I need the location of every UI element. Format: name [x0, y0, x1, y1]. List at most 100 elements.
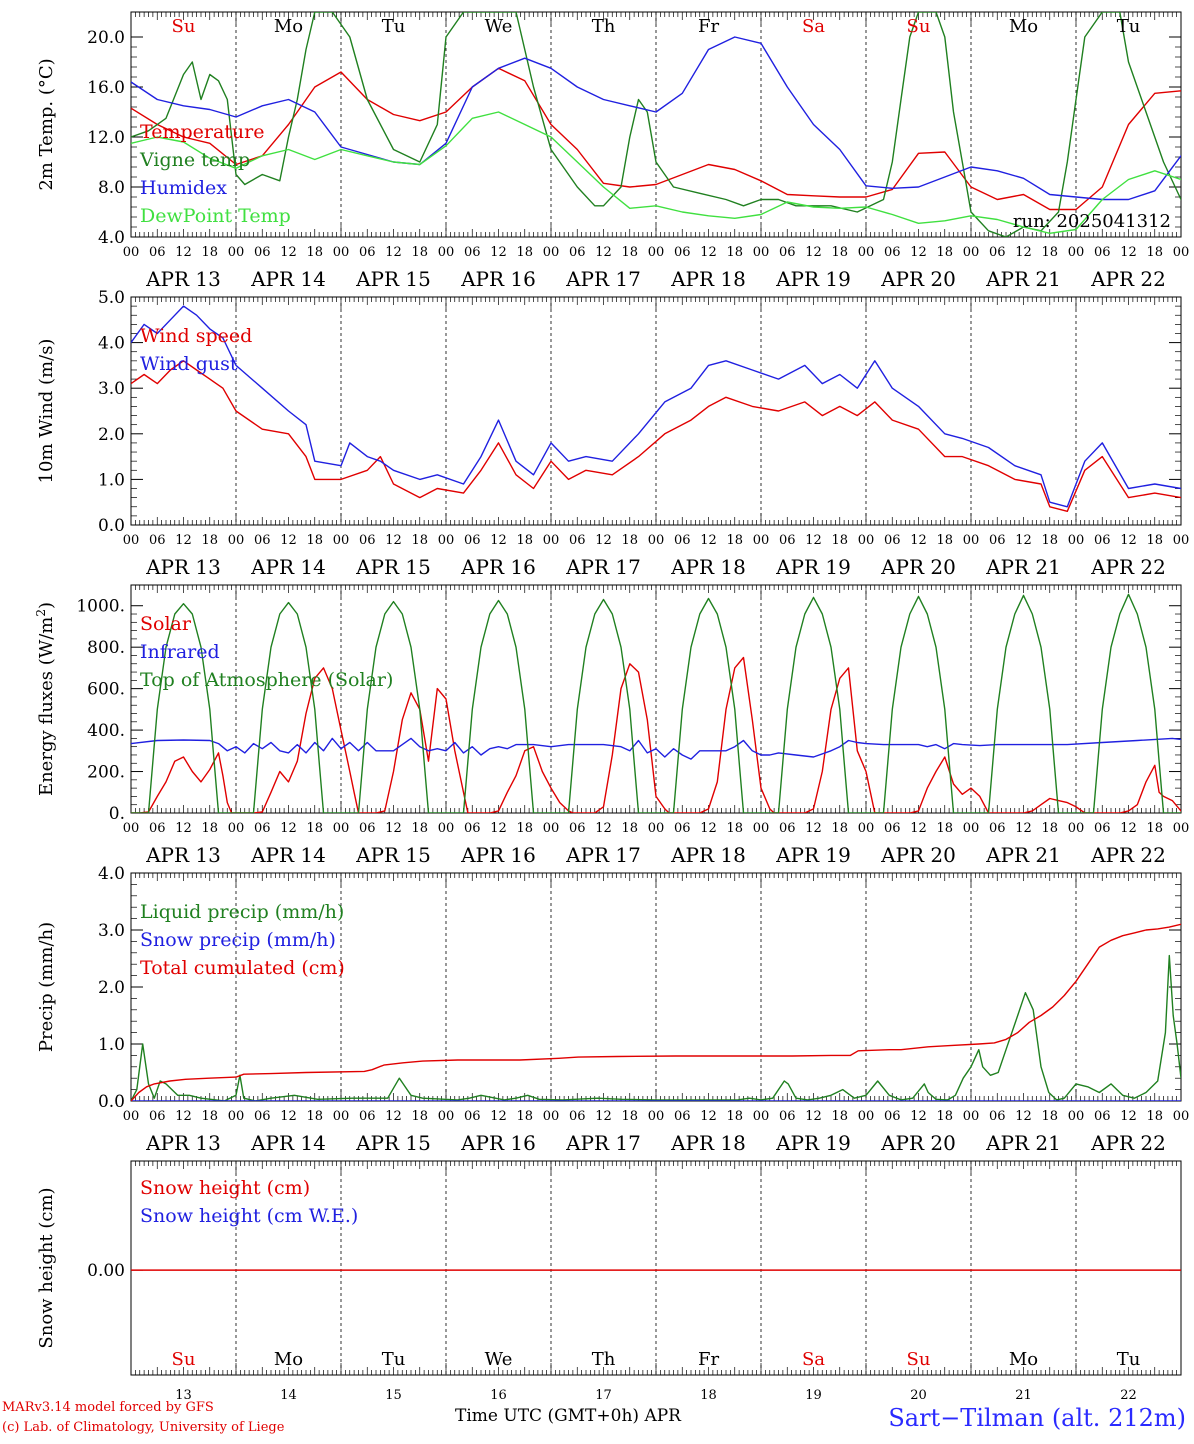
energy-hour-label: 00: [648, 821, 665, 836]
temp-hour-label: 18: [201, 245, 218, 260]
temp-hour-label: 18: [831, 245, 848, 260]
temp-hour-label: 18: [411, 245, 428, 260]
wind-hour-label: 12: [385, 533, 402, 548]
precip-hour-label: 06: [1094, 1109, 1111, 1124]
temp-hour-label: 06: [359, 245, 376, 260]
energy-hour-label: 00: [963, 821, 980, 836]
wind-hour-label: 06: [254, 533, 271, 548]
precip-hour-label: 18: [516, 1109, 533, 1124]
temp-hour-label: 18: [621, 245, 638, 260]
precip-hour-label: 00: [963, 1109, 980, 1124]
energy-y-tick-label: 600.: [87, 680, 125, 700]
energy-date-label: APR 17: [565, 843, 641, 867]
precip-hour-label: 18: [411, 1109, 428, 1124]
wind-hour-label: 00: [123, 533, 140, 548]
precip-hour-label: 06: [779, 1109, 796, 1124]
wind-y-tick-label: 0.0: [98, 516, 125, 536]
x-axis-title: Time UTC (GMT+0h) APR: [455, 1406, 681, 1426]
wind-hour-label: 06: [464, 533, 481, 548]
energy-hour-label: 12: [280, 821, 297, 836]
wind-hour-label: 06: [674, 533, 691, 548]
wind-hour-label: 00: [228, 533, 245, 548]
temp-date-label: APR 13: [145, 267, 221, 291]
energy-hour-label: 06: [884, 821, 901, 836]
precip-hour-label: 06: [254, 1109, 271, 1124]
snow-legend-snow-height-cm-: Snow height (cm): [140, 1177, 310, 1199]
wind-hour-label: 00: [543, 533, 560, 548]
energy-hour-label: 06: [464, 821, 481, 836]
energy-hour-label: 12: [1120, 821, 1137, 836]
energy-hour-label: 12: [595, 821, 612, 836]
precip-hour-label: 00: [1068, 1109, 1085, 1124]
wind-date-label: APR 14: [250, 555, 326, 579]
temp-hour-label: 06: [674, 245, 691, 260]
temp-panel: [130, 11, 1182, 238]
energy-date-label: APR 21: [985, 843, 1061, 867]
temp-hour-label: 00: [1068, 245, 1085, 260]
temp-hour-label: 06: [254, 245, 271, 260]
wind-date-label: APR 13: [145, 555, 221, 579]
temp-series-temperature: [131, 67, 1181, 211]
station-name: Sart−Tilman (alt. 212m): [888, 1404, 1186, 1432]
wind-hour-label: 12: [805, 533, 822, 548]
snow-legend-snow-height-cm-w-e-: Snow height (cm W.E.): [140, 1205, 358, 1227]
energy-date-label: APR 15: [355, 843, 431, 867]
energy-hour-label: 06: [149, 821, 166, 836]
precip-hour-label: 00: [753, 1109, 770, 1124]
wind-hour-label: 18: [621, 533, 638, 548]
precip-hour-label: 18: [1041, 1109, 1058, 1124]
snow-y-tick-label: 0.00: [87, 1261, 125, 1281]
temp-legend-vigne-temp: Vigne temp: [139, 149, 250, 171]
temp-hour-label: 18: [726, 245, 743, 260]
energy-date-label: APR 16: [460, 843, 536, 867]
precip-y-tick-label: 1.0: [98, 1035, 125, 1055]
energy-hour-label: 18: [411, 821, 428, 836]
wind-y-tick-label: 4.0: [98, 334, 125, 354]
precip-hour-label: 06: [149, 1109, 166, 1124]
temp-y-tick-label: 8.0: [98, 178, 125, 198]
energy-hour-label: 00: [543, 821, 560, 836]
temp-hour-label: 06: [569, 245, 586, 260]
energy-hour-label: 06: [569, 821, 586, 836]
precip-series-liquid-precip-mm-h-: [131, 954, 1181, 1101]
precip-hour-label: 18: [306, 1109, 323, 1124]
snow-day-number: 20: [910, 1388, 927, 1403]
energy-legend-infrared: Infrared: [140, 641, 220, 663]
energy-hour-label: 00: [753, 821, 770, 836]
precip-hour-label: 06: [884, 1109, 901, 1124]
wind-hour-label: 00: [858, 533, 875, 548]
precip-hour-label: 12: [175, 1109, 192, 1124]
snow-weekday-label: Tu: [382, 1349, 406, 1370]
energy-y-tick-label: 1000.: [76, 597, 125, 617]
temp-legend-humidex: Humidex: [140, 177, 227, 199]
temp-hour-label: 00: [648, 245, 665, 260]
energy-hour-label: 18: [831, 821, 848, 836]
temp-hour-label: 12: [385, 245, 402, 260]
precip-y-tick-label: 0.0: [98, 1092, 125, 1112]
precip-hour-label: 12: [1120, 1109, 1137, 1124]
snow-weekday-label: Su: [907, 1349, 931, 1370]
energy-legend-top-of-atmosphere-solar-: Top of Atmosphere (Solar): [140, 669, 393, 691]
temp-y-tick-label: 12.0: [87, 128, 125, 148]
energy-date-label: APR 13: [145, 843, 221, 867]
temp-weekday-label: Su: [907, 16, 931, 37]
snow-weekday-label: Su: [172, 1349, 196, 1370]
temp-date-label: APR 14: [250, 267, 326, 291]
precip-hour-label: 06: [989, 1109, 1006, 1124]
wind-hour-label: 12: [280, 533, 297, 548]
energy-panel: [130, 584, 1182, 814]
energy-hour-label: 00: [1068, 821, 1085, 836]
precip-date-label: APR 19: [775, 1131, 851, 1155]
temp-hour-label: 00: [543, 245, 560, 260]
wind-date-label: APR 19: [775, 555, 851, 579]
energy-date-label: APR 20: [880, 843, 956, 867]
precip-hour-label: 12: [910, 1109, 927, 1124]
model-credit: MARv3.14 model forced by GFS: [2, 1400, 214, 1415]
wind-y-tick-label: 2.0: [98, 425, 125, 445]
temp-hour-label: 18: [306, 245, 323, 260]
temp-weekday-label: Sa: [802, 16, 825, 37]
temp-legend-temperature: Temperature: [140, 121, 264, 143]
temp-date-label: APR 17: [565, 267, 641, 291]
temp-y-tick-label: 16.0: [87, 78, 125, 98]
